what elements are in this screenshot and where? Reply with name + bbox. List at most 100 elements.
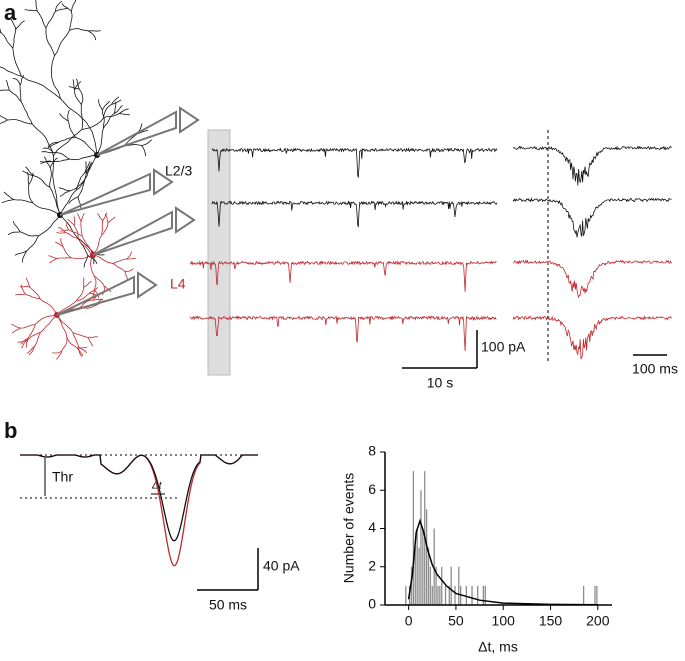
dendrite: [67, 109, 70, 122]
dendrite: [101, 100, 111, 111]
dendrite: [103, 104, 112, 119]
dendrite: [70, 179, 85, 191]
x-tick-label: 200: [586, 613, 610, 629]
bar: [420, 490, 422, 605]
dendrite: [111, 96, 120, 105]
dendrite: [93, 275, 105, 287]
dendrite: [74, 89, 82, 105]
dendrite: [11, 323, 21, 329]
dendrite: [10, 17, 17, 30]
dendrite: [111, 99, 122, 105]
dendrite: [104, 213, 109, 223]
dendrite: [26, 235, 40, 252]
dendrite: [26, 346, 35, 354]
layer-label: L2/3: [165, 163, 192, 179]
trace: [189, 315, 497, 352]
dendrite: [45, 27, 55, 56]
dendrite: [59, 214, 79, 239]
dendrite: [49, 157, 58, 168]
dendrite: [97, 213, 104, 222]
dendrite: [45, 11, 56, 29]
dendrite: [20, 101, 33, 125]
bar: [410, 566, 413, 605]
dendrite: [59, 113, 69, 122]
threshold-label: Thr: [52, 469, 73, 485]
bar: [477, 585, 479, 605]
dendrite: [12, 221, 21, 233]
dendrite: [58, 136, 76, 143]
dendrite: [35, 314, 58, 325]
dendrite: [90, 254, 95, 277]
dendrite: [61, 336, 68, 352]
dendrite: [76, 173, 87, 191]
dendrite: [55, 8, 68, 12]
dendrite: [69, 154, 98, 161]
decoration: [20, 129, 667, 591]
dendrite: [53, 129, 83, 157]
bar: [437, 585, 439, 605]
dendrite: [124, 271, 128, 281]
dendrite: [70, 0, 77, 12]
dendrite: [21, 75, 61, 99]
dendrite: [25, 293, 41, 300]
dendrite: [14, 250, 28, 256]
dendrite: [43, 156, 51, 168]
dendrite: [49, 257, 58, 264]
bar: [484, 585, 486, 605]
bar: [405, 585, 407, 605]
fit-line: [407, 518, 598, 606]
dendrite: [55, 0, 63, 12]
dendrite: [36, 10, 47, 29]
dendrite: [96, 127, 104, 156]
dendrite: [55, 241, 64, 248]
x-tick-label: 150: [539, 613, 563, 629]
dendrite: [101, 222, 109, 236]
dendrite: [13, 199, 34, 204]
bar: [444, 585, 447, 605]
pipette: [96, 110, 177, 156]
dendrite: [0, 115, 8, 121]
dendrite: [78, 346, 87, 354]
dendrite: [66, 221, 70, 231]
y-tick-label: 0: [368, 596, 376, 612]
dendrite: [98, 99, 103, 111]
dendrite: [69, 11, 73, 31]
bar: [435, 566, 437, 605]
pipette: [92, 210, 173, 256]
dendrite: [53, 152, 70, 160]
bar: [427, 547, 430, 605]
bar: [454, 585, 456, 605]
dendrite: [73, 216, 76, 226]
bar: [431, 585, 433, 605]
dendrite: [87, 30, 97, 41]
bar: [582, 585, 585, 605]
dendrite: [56, 350, 63, 360]
amplifier: [179, 106, 200, 134]
dendrite: [60, 98, 98, 156]
dendrite: [32, 123, 54, 156]
event-trace: [20, 454, 258, 542]
dendrite: [12, 29, 17, 49]
dendrite: [101, 220, 104, 236]
dendrite: [85, 162, 92, 175]
bar: [482, 585, 485, 605]
dendrite: [141, 145, 147, 157]
scale-label: 40 pA: [263, 558, 300, 574]
scale-label: 100 pA: [481, 339, 526, 355]
dendrite: [78, 88, 84, 105]
dendrite: [22, 170, 35, 177]
bar: [429, 566, 432, 605]
x-tick-label: 50: [448, 613, 464, 629]
dendrite: [52, 155, 61, 216]
dendrite: [102, 212, 108, 222]
dendrite: [78, 347, 83, 357]
dendrite: [49, 167, 52, 188]
pipette: [59, 172, 151, 216]
bar: [596, 585, 598, 605]
bar: [448, 585, 450, 605]
bar: [414, 547, 416, 605]
bar: [412, 471, 415, 605]
y-tick-label: 4: [368, 519, 376, 535]
dendrite: [72, 332, 88, 338]
